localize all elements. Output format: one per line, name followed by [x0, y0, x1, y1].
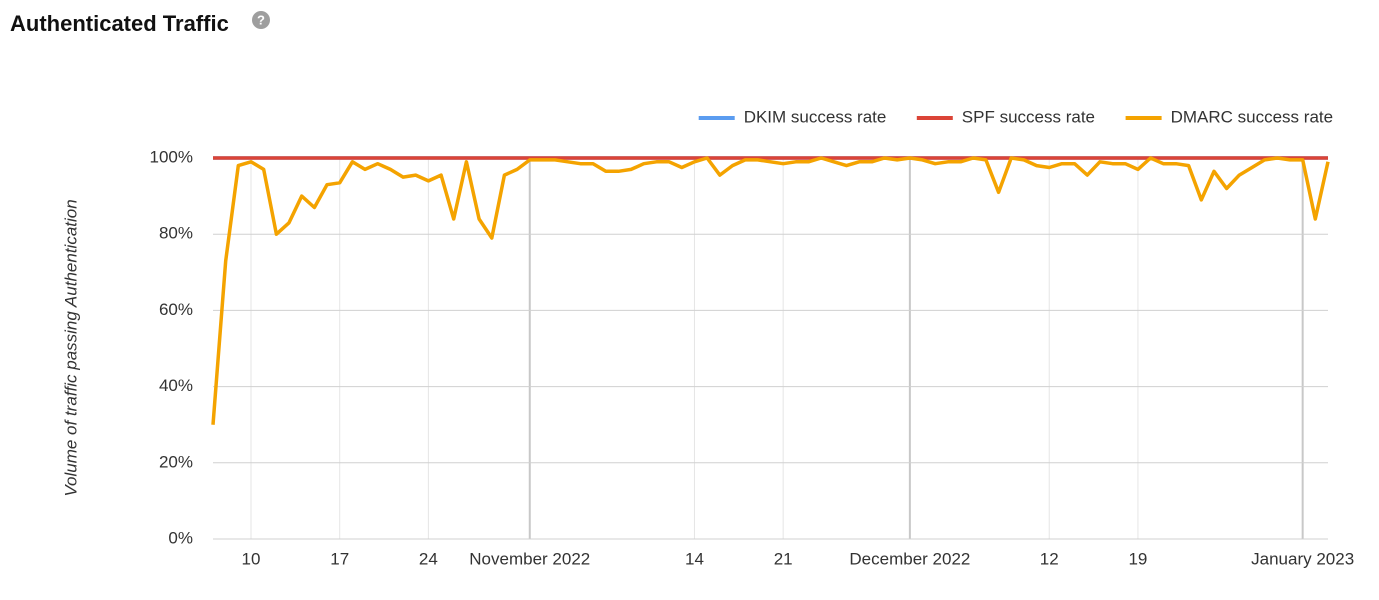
x-tick-label: December 2022: [849, 549, 970, 568]
y-tick-label: 20%: [159, 452, 193, 471]
y-tick-label: 60%: [159, 300, 193, 319]
x-tick-label: 14: [685, 549, 704, 568]
y-tick-label: 100%: [150, 147, 193, 166]
y-tick-label: 0%: [168, 528, 193, 547]
series-line: [211, 156, 1330, 425]
x-tick-label: 24: [419, 549, 438, 568]
legend-item: DKIM success rate: [698, 107, 887, 126]
x-tick-label: 19: [1128, 549, 1147, 568]
x-tick-label: 12: [1040, 549, 1059, 568]
x-tick-label: 10: [242, 549, 261, 568]
x-tick-label: January 2023: [1251, 549, 1354, 568]
legend-label: DKIM success rate: [744, 107, 887, 126]
legend-item: DMARC success rate: [1125, 107, 1333, 126]
legend-label: DMARC success rate: [1171, 107, 1333, 126]
x-tick-label: 21: [774, 549, 793, 568]
chart-title: Authenticated Traffic: [10, 11, 229, 36]
x-tick-label: 17: [330, 549, 349, 568]
y-axis-label: Volume of traffic passing Authentication: [61, 199, 80, 496]
help-icon[interactable]: ?: [252, 11, 270, 29]
svg-text:?: ?: [257, 12, 265, 27]
legend-item: SPF success rate: [916, 107, 1095, 126]
y-tick-label: 40%: [159, 376, 193, 395]
x-tick-label: November 2022: [469, 549, 590, 568]
legend-label: SPF success rate: [962, 107, 1095, 126]
y-tick-label: 80%: [159, 224, 193, 243]
